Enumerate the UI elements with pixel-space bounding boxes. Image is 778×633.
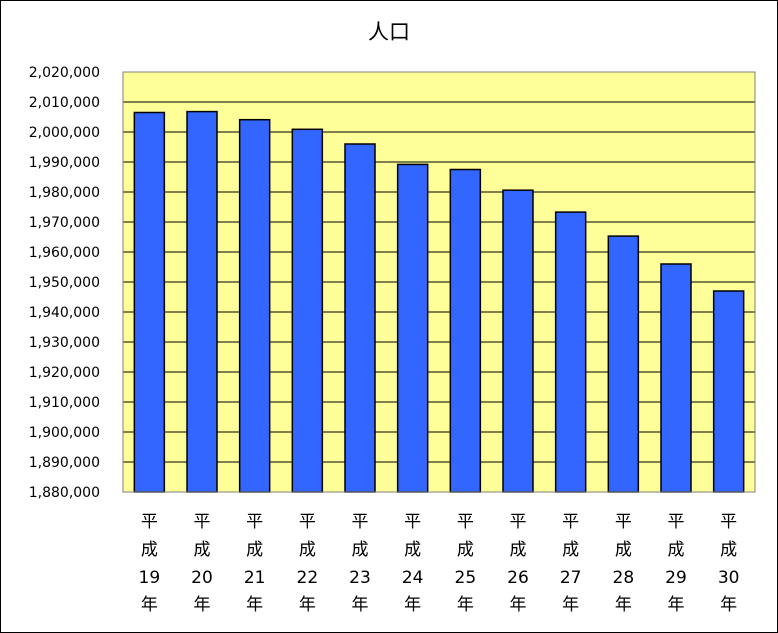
x-category-label: 28: [613, 568, 635, 588]
x-category-label: 成: [562, 540, 579, 560]
x-category-label: 平: [246, 512, 263, 532]
x-category-label: 19: [139, 568, 161, 588]
x-category-label: 21: [244, 568, 266, 588]
y-tick-label: 1,880,000: [29, 485, 100, 501]
bar: [291, 128, 324, 493]
x-category-label: 成: [457, 540, 474, 560]
y-tick-label: 1,950,000: [29, 275, 100, 291]
x-category-label: 年: [404, 595, 421, 615]
x-category-label: 年: [562, 595, 579, 615]
y-tick-label: 1,910,000: [29, 395, 100, 411]
x-category-label: 成: [352, 540, 369, 560]
bar: [554, 211, 587, 493]
y-tick-label: 1,900,000: [29, 425, 100, 441]
x-category-label: 成: [194, 540, 211, 560]
x-category-label: 年: [510, 595, 527, 615]
x-category-label: 平: [457, 512, 474, 532]
bar: [712, 290, 745, 493]
bars: [133, 110, 745, 493]
bar: [396, 163, 429, 493]
x-category-label: 年: [352, 595, 369, 615]
x-category-label: 年: [299, 595, 316, 615]
bar: [607, 235, 640, 493]
x-category-label: 20: [191, 568, 213, 588]
x-category-label: 30: [718, 568, 740, 588]
y-tick-label: 1,990,000: [29, 155, 100, 171]
x-category-label: 平: [352, 512, 369, 532]
y-tick-label: 1,940,000: [29, 305, 100, 321]
x-category-label: 年: [246, 595, 263, 615]
bar: [502, 189, 534, 493]
x-category-label: 成: [404, 540, 421, 560]
x-category-label: 年: [720, 595, 737, 615]
x-category-label: 平: [299, 512, 316, 532]
x-category-label: 成: [615, 540, 632, 560]
y-tick-label: 1,960,000: [29, 245, 100, 261]
y-axis-ticks: 1,880,000 1,890,000 1,900,000 1,910,000 1,92…: [29, 65, 100, 501]
x-category-label: 成: [720, 540, 737, 560]
x-category-label: 27: [560, 568, 582, 588]
x-category-label: 平: [720, 512, 737, 532]
x-category-label: 成: [246, 540, 263, 560]
bar: [344, 143, 376, 493]
x-category-label: 成: [299, 540, 316, 560]
plot-border: [122, 71, 756, 493]
x-category-label: 年: [194, 595, 211, 615]
x-category-label: 22: [297, 568, 319, 588]
x-category-label: 平: [141, 512, 158, 532]
x-category-label: 平: [194, 512, 211, 532]
x-category-label: 24: [402, 568, 424, 588]
x-category-label: 年: [668, 595, 685, 615]
x-category-label: 29: [665, 568, 687, 588]
x-category-label: 平: [668, 512, 685, 532]
y-tick-label: 2,010,000: [29, 95, 100, 111]
bar: [186, 110, 218, 493]
x-category-label: 成: [668, 540, 685, 560]
y-tick-label: 1,920,000: [29, 365, 100, 381]
y-tick-label: 1,970,000: [29, 215, 100, 231]
x-axis-categories: 平成19年平成20年平成21年平成22年平成23年平成24年平成25年平成26年…: [139, 512, 740, 615]
y-tick-label: 1,980,000: [29, 185, 100, 201]
x-category-label: 成: [510, 540, 527, 560]
x-category-label: 25: [455, 568, 477, 588]
x-category-label: 平: [562, 512, 579, 532]
chart-title: 人口: [368, 20, 410, 44]
x-category-label: 年: [615, 595, 632, 615]
x-category-label: 平: [615, 512, 632, 532]
y-tick-label: 1,930,000: [29, 335, 100, 351]
x-category-label: 年: [141, 595, 158, 615]
x-category-label: 成: [141, 540, 158, 560]
x-category-label: 26: [507, 568, 529, 588]
y-tick-label: 2,000,000: [29, 125, 100, 141]
x-category-label: 平: [404, 512, 421, 532]
bar: [133, 111, 166, 493]
y-tick-label: 1,890,000: [29, 455, 100, 471]
x-category-label: 平: [510, 512, 527, 532]
bar: [660, 263, 692, 493]
y-tick-label: 2,020,000: [29, 65, 100, 81]
x-category-label: 年: [457, 595, 474, 615]
bar: [449, 168, 482, 493]
x-category-label: 23: [349, 568, 371, 588]
bar: [238, 118, 271, 493]
